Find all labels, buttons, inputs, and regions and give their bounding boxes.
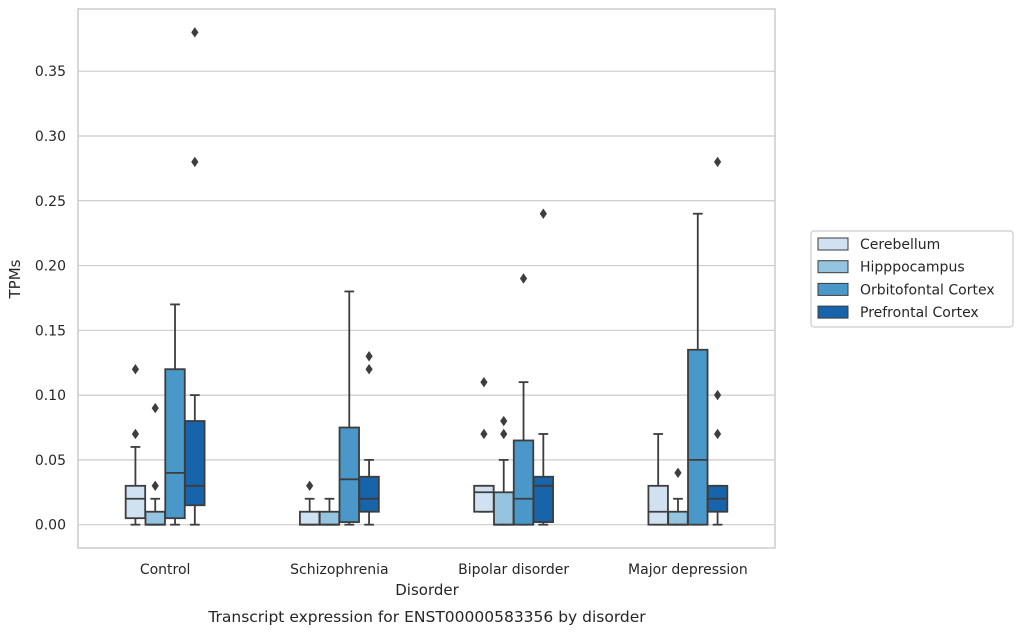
y-tick-label: 0.30 [35,129,66,145]
outlier-point [713,389,722,401]
outlier-point [500,428,508,440]
outlier-point [151,480,159,492]
box-iqr [358,475,380,513]
box-iqr [164,368,186,520]
outlier-point [674,467,682,479]
legend-label: Prefrontal Cortex [860,305,979,321]
box-orbitofontal-cortex [687,212,709,526]
legend-label: Hipppocampus [860,260,965,276]
legend-swatch [817,260,849,274]
box-orbitofontal-cortex [338,290,360,526]
box-iqr [473,484,495,513]
box-iqr [687,348,709,526]
x-axis-title: Disorder [395,581,459,599]
box-cerebellum [647,433,669,526]
box-iqr [184,420,206,507]
box-iqr [493,491,515,526]
y-tick-label: 0.20 [35,259,66,275]
box-cerebellum [124,363,147,526]
outlier-point [191,27,199,38]
box-iqr [299,510,321,526]
y-tick-label: 0.10 [35,388,66,404]
box-prefrontal-cortex [358,351,380,526]
x-tick-label: Control [140,562,191,578]
y-tick-label: 0.00 [35,518,66,534]
outlier-point [713,156,722,168]
y-tick-label: 0.25 [35,194,66,210]
x-tick-label: Schizophrenia [290,562,388,578]
box-iqr [338,426,360,523]
outlier-point [131,363,140,375]
outlier-point [131,428,140,440]
box-iqr [124,484,147,520]
box-iqr [144,510,166,526]
legend-label: Cerebellum [860,237,940,253]
box-hipppocampus [318,497,341,526]
outlier-point [539,208,547,219]
box-iqr [512,439,535,526]
legend-swatch [817,282,849,296]
outlier-point [500,415,508,427]
figure-caption: Transcript expression for ENST0000058335… [207,608,646,626]
y-axis-ticks: 0.00 0.05 0.10 0.15 0.20 0.25 0.30 0.35 [35,64,66,533]
box-hipppocampus [144,402,166,526]
plot-frame [77,8,776,549]
outlier-point [480,428,488,440]
outlier-point [365,351,373,362]
outlier-point [151,402,159,414]
legend-label: Orbitofontal Cortex [860,282,995,298]
legend-swatch [817,305,849,319]
outlier-point [519,273,528,284]
y-axis-title: TPMs [6,259,24,299]
box-hipppocampus [667,467,689,526]
x-tick-label: Bipolar disorder [458,562,569,578]
box-cerebellum [299,480,321,526]
outlier-point [306,480,314,492]
box-iqr [532,475,554,523]
outlier-point [365,363,373,375]
y-tick-label: 0.15 [35,323,66,339]
x-axis-ticks: Control Schizophrenia Bipolar disorder Majo… [140,562,748,578]
box-orbitofontal-cortex [164,303,186,526]
x-tick-label: Major depression [628,562,748,578]
outlier-point [713,428,722,440]
y-tick-label: 0.35 [35,64,66,80]
legend-frame [810,230,1014,328]
box-cerebellum [473,376,495,513]
outlier-point [480,376,488,388]
y-tick-label: 0.05 [35,453,66,469]
legend: Cerebellum Hipppocampus Orbitofontal Corte… [810,230,1014,328]
box-iqr [318,510,341,526]
box-orbitofontal-cortex [512,273,535,526]
box-prefrontal-cortex [184,27,206,526]
box-iqr [647,484,669,526]
box-hipppocampus [493,415,515,526]
legend-swatch [817,237,849,251]
box-plot-marks [124,27,729,526]
box-prefrontal-cortex [706,156,729,526]
box-prefrontal-cortex [532,208,554,526]
outlier-point [191,156,199,168]
box-iqr [667,510,689,526]
